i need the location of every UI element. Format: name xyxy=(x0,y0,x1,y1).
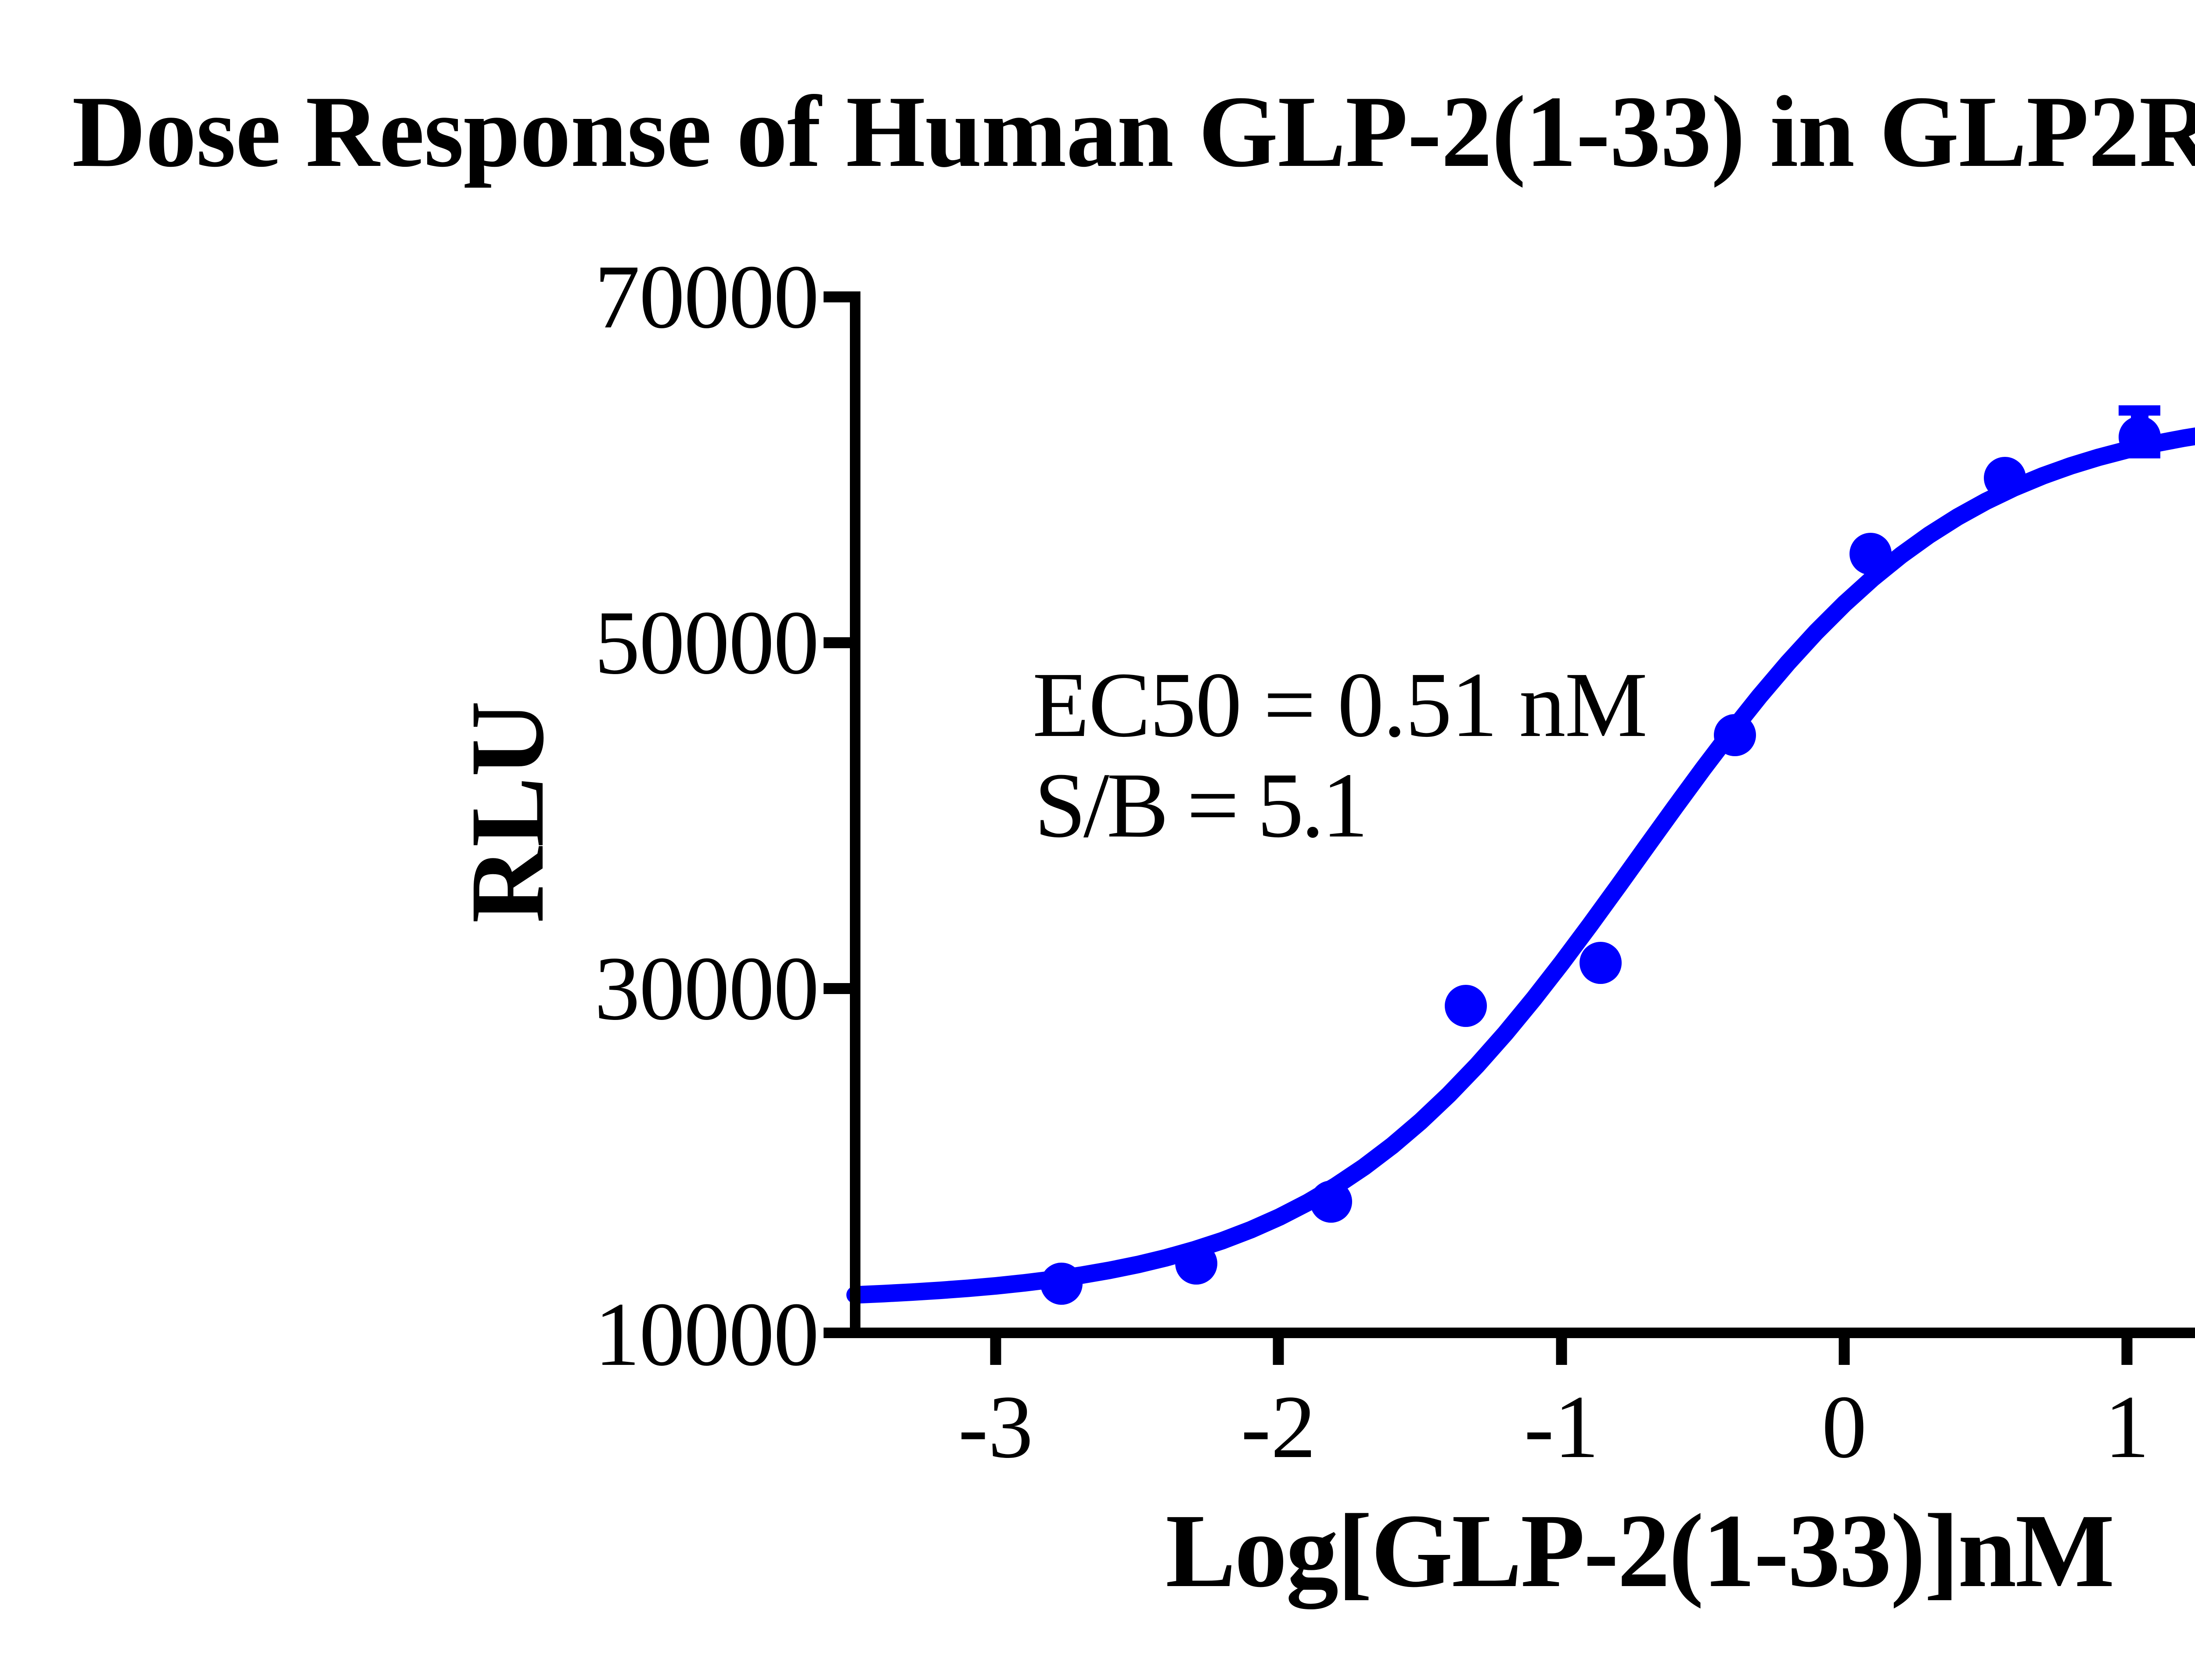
svg-text:-1: -1 xyxy=(1524,1377,1599,1477)
svg-text:50000: 50000 xyxy=(594,592,818,693)
svg-text:0: 0 xyxy=(1822,1377,1867,1477)
svg-text:EC50 = 0.51 nM: EC50 = 0.51 nM xyxy=(1033,653,1647,756)
svg-text:Log[GLP-2(1-33)]nM: Log[GLP-2(1-33)]nM xyxy=(1166,1492,2113,1609)
svg-text:30000: 30000 xyxy=(594,938,818,1039)
svg-text:1: 1 xyxy=(2105,1377,2150,1477)
svg-text:S/B = 5.1: S/B = 5.1 xyxy=(1034,754,1366,857)
svg-text:-3: -3 xyxy=(958,1377,1033,1477)
svg-text:70000: 70000 xyxy=(594,246,818,347)
svg-text:10000: 10000 xyxy=(594,1284,818,1385)
svg-text:RLU: RLU xyxy=(449,701,565,923)
svg-text:-2: -2 xyxy=(1241,1377,1316,1477)
svg-text:Dose Response of Human GLP-2(1: Dose Response of Human GLP-2(1-33) in GL… xyxy=(72,62,2195,188)
